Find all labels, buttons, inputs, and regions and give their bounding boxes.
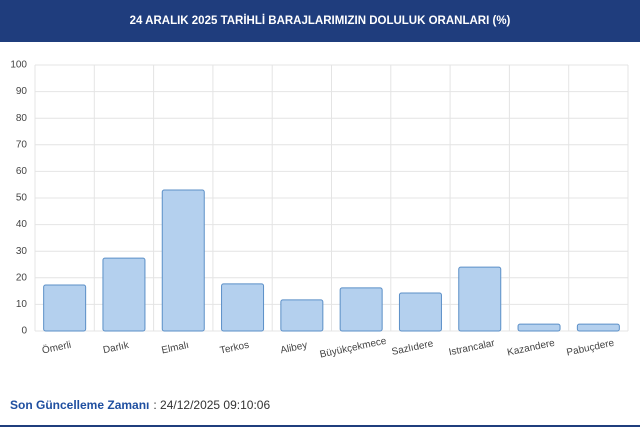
bar	[517, 323, 561, 332]
bar	[576, 323, 620, 332]
x-tick-label: Elmalı	[161, 340, 190, 357]
y-tick-label: 80	[16, 113, 28, 124]
bar	[280, 299, 324, 332]
bar	[43, 284, 87, 332]
y-tick-label: 70	[16, 139, 28, 150]
y-tick-label: 60	[16, 166, 28, 177]
bar	[458, 266, 502, 332]
bar	[161, 189, 205, 332]
y-tick-label: 10	[16, 299, 28, 310]
y-tick-label: 30	[16, 246, 28, 257]
x-tick-label: Kazandere	[506, 338, 556, 359]
y-tick-label: 40	[16, 219, 28, 230]
footer-label: Son Güncelleme Zamanı	[10, 398, 149, 412]
y-tick-label: 90	[16, 86, 28, 97]
y-tick-label: 100	[10, 60, 27, 71]
x-tick-label: Büyükçekmece	[319, 336, 388, 361]
bar	[102, 257, 146, 332]
bar	[221, 283, 265, 332]
x-tick-label: Ömerli	[41, 339, 72, 357]
bar	[339, 287, 383, 332]
bar	[398, 292, 442, 332]
plot: 0 10 20 30 40 50 60 70 80 90 100 Ömerli Darlık Elmalı…	[10, 60, 629, 361]
header-bar	[0, 0, 640, 42]
y-tick-label: 20	[16, 272, 28, 283]
y-tick-label: 50	[16, 193, 28, 204]
chart-title: 24 ARALIK 2025 TARİHLİ BARAJLARIMIZIN DO…	[130, 14, 511, 27]
x-tick-label: Sazlıdere	[391, 338, 435, 358]
x-tick-label: Istrancalar	[448, 338, 497, 359]
x-tick-label: Alibey	[279, 340, 308, 356]
y-tick-label: 0	[21, 326, 27, 337]
x-tick-label: Pabuçdere	[566, 338, 616, 359]
x-tick-label: Terkos	[219, 340, 250, 357]
footer-value: : 24/12/2025 09:10:06	[153, 398, 270, 412]
x-tick-label: Darlık	[102, 340, 131, 356]
